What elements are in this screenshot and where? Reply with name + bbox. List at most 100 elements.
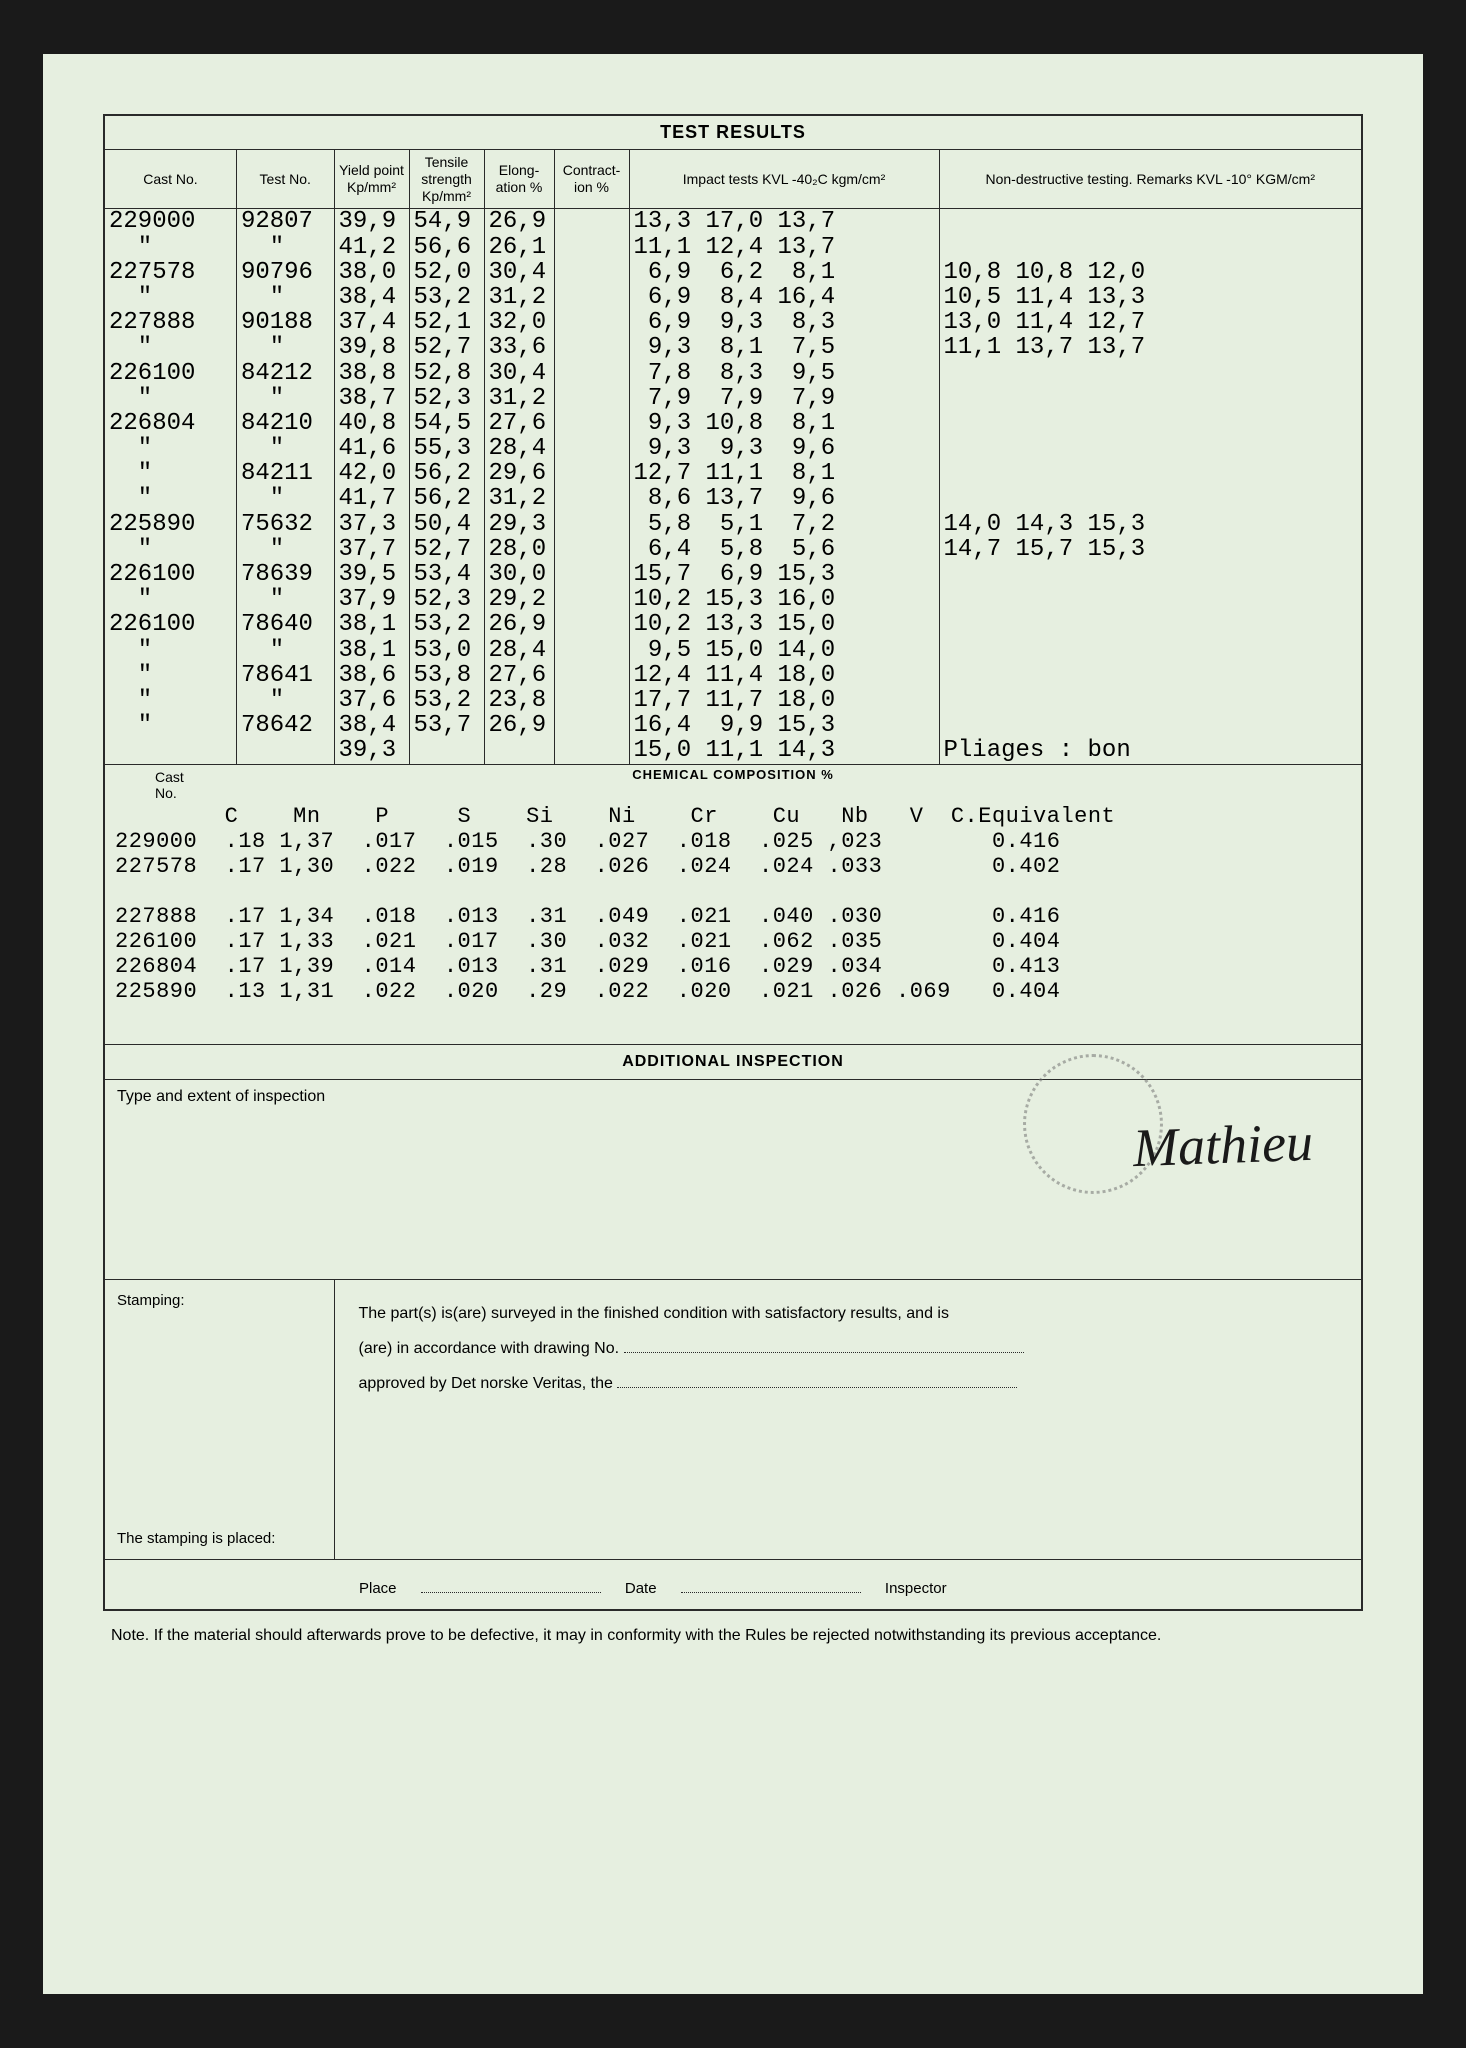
- cell-e: 26,9: [484, 209, 554, 235]
- cell-cast: ": [104, 285, 236, 310]
- cell-i1: 6,4 5,8 5,6: [629, 537, 939, 562]
- cell-e: 28,0: [484, 537, 554, 562]
- cell-y: 39,8: [334, 335, 409, 360]
- cell-cast: ": [104, 335, 236, 360]
- footer-place: Place: [359, 1580, 397, 1597]
- cell-t: 53,4: [409, 562, 484, 587]
- table-row: " "37,653,223,817,7 11,7 18,0: [104, 688, 1362, 713]
- cell-e: 26,1: [484, 235, 554, 260]
- chem-body: 229000 .18 1,37 .017 .015 .30 .027 .018 …: [115, 829, 1351, 1004]
- cell-c: [554, 663, 629, 688]
- cell-c: [554, 361, 629, 386]
- cell-c: [554, 688, 629, 713]
- cell-i1: 6,9 8,4 16,4: [629, 285, 939, 310]
- cell-i2: [939, 361, 1362, 386]
- cell-c: [554, 235, 629, 260]
- cell-i1: 7,8 8,3 9,5: [629, 361, 939, 386]
- cell-cast: ": [104, 461, 236, 486]
- cell-test: ": [236, 335, 334, 360]
- cell-y: 38,4: [334, 285, 409, 310]
- cell-y: 41,2: [334, 235, 409, 260]
- cell-t: 53,7: [409, 713, 484, 738]
- table-row: " "38,453,231,2 6,9 8,4 16,410,5 11,4 13…: [104, 285, 1362, 310]
- cell-t: 53,2: [409, 688, 484, 713]
- cell-i1: 10,2 13,3 15,0: [629, 612, 939, 637]
- cell-i2: [939, 436, 1362, 461]
- cell-i1: 13,3 17,0 13,7: [629, 209, 939, 235]
- cell-cast: ": [104, 663, 236, 688]
- inspection-cell: Type and extent of inspection: [104, 1079, 1362, 1279]
- cell-test: 78639: [236, 562, 334, 587]
- cell-test: 84210: [236, 411, 334, 436]
- cell-cast: 227888: [104, 310, 236, 335]
- cell-i1: 8,6 13,7 9,6: [629, 486, 939, 511]
- cell-e: 28,4: [484, 638, 554, 663]
- cell-i1: 6,9 6,2 8,1: [629, 260, 939, 285]
- stamping-right: The part(s) is(are) surveyed in the fini…: [334, 1279, 1362, 1559]
- cell-e: 26,9: [484, 713, 554, 738]
- stamping-text-1: The part(s) is(are) surveyed in the fini…: [359, 1296, 1338, 1331]
- cell-y: 39,9: [334, 209, 409, 235]
- cell-e: 29,6: [484, 461, 554, 486]
- table-row: 39,315,0 11,1 14,3Pliages : bon: [104, 738, 1362, 764]
- cell-i2: [939, 688, 1362, 713]
- cell-c: [554, 537, 629, 562]
- cell-i2: [939, 713, 1362, 738]
- cell-i2: [939, 461, 1362, 486]
- cell-i1: 17,7 11,7 18,0: [629, 688, 939, 713]
- cell-i2: 14,0 14,3 15,3: [939, 512, 1362, 537]
- stamping-left: Stamping: The stamping is placed:: [104, 1279, 334, 1559]
- document-page: TEST RESULTS Cast No. Test No. Yield poi…: [43, 54, 1423, 1994]
- cell-t: 56,6: [409, 235, 484, 260]
- cell-i2: 11,1 13,7 13,7: [939, 335, 1362, 360]
- cell-t: 56,2: [409, 486, 484, 511]
- cell-test: 78641: [236, 663, 334, 688]
- table-title: TEST RESULTS: [104, 115, 1362, 150]
- cell-y: 38,4: [334, 713, 409, 738]
- cell-c: [554, 486, 629, 511]
- cell-e: 29,2: [484, 587, 554, 612]
- cell-cast: 226100: [104, 562, 236, 587]
- cell-y: 38,0: [334, 260, 409, 285]
- cell-t: [409, 738, 484, 764]
- cell-i1: 16,4 9,9 15,3: [629, 713, 939, 738]
- cell-e: 26,9: [484, 612, 554, 637]
- table-row: " "39,852,733,6 9,3 8,1 7,511,1 13,7 13,…: [104, 335, 1362, 360]
- cell-test: 84211: [236, 461, 334, 486]
- cell-t: 52,3: [409, 587, 484, 612]
- cell-c: [554, 713, 629, 738]
- footer-date: Date: [625, 1580, 657, 1597]
- table-row: " "37,952,329,210,2 15,3 16,0: [104, 587, 1362, 612]
- cell-c: [554, 386, 629, 411]
- cell-i2: [939, 562, 1362, 587]
- cell-c: [554, 209, 629, 235]
- cell-y: 39,5: [334, 562, 409, 587]
- cell-i2: [939, 663, 1362, 688]
- cell-i1: 15,0 11,1 14,3: [629, 738, 939, 764]
- col-tensile: Tensile strength Kp/mm²: [409, 150, 484, 209]
- cell-cast: 225890: [104, 512, 236, 537]
- table-row: 2268048421040,854,527,6 9,3 10,8 8,1: [104, 411, 1362, 436]
- cell-t: 52,7: [409, 335, 484, 360]
- cell-t: 55,3: [409, 436, 484, 461]
- cell-e: 31,2: [484, 285, 554, 310]
- cell-y: 38,1: [334, 638, 409, 663]
- cell-cast: 226804: [104, 411, 236, 436]
- cell-t: 53,8: [409, 663, 484, 688]
- cell-cast: ": [104, 486, 236, 511]
- col-test: Test No.: [236, 150, 334, 209]
- cell-t: 52,1: [409, 310, 484, 335]
- chem-row: 226804 .17 1,39 .014 .013 .31 .029 .016 …: [115, 954, 1351, 979]
- cell-y: 41,6: [334, 436, 409, 461]
- chem-row: [115, 879, 1351, 904]
- cell-i2: [939, 235, 1362, 260]
- cell-cast: ": [104, 638, 236, 663]
- cell-y: 38,8: [334, 361, 409, 386]
- cell-i2: [939, 486, 1362, 511]
- cell-test: 78640: [236, 612, 334, 637]
- cell-t: 53,0: [409, 638, 484, 663]
- table-row: " "37,752,728,0 6,4 5,8 5,614,7 15,7 15,…: [104, 537, 1362, 562]
- stamping-text-3: approved by Det norske Veritas, the: [359, 1375, 613, 1392]
- cell-t: 52,0: [409, 260, 484, 285]
- cell-cast: ": [104, 587, 236, 612]
